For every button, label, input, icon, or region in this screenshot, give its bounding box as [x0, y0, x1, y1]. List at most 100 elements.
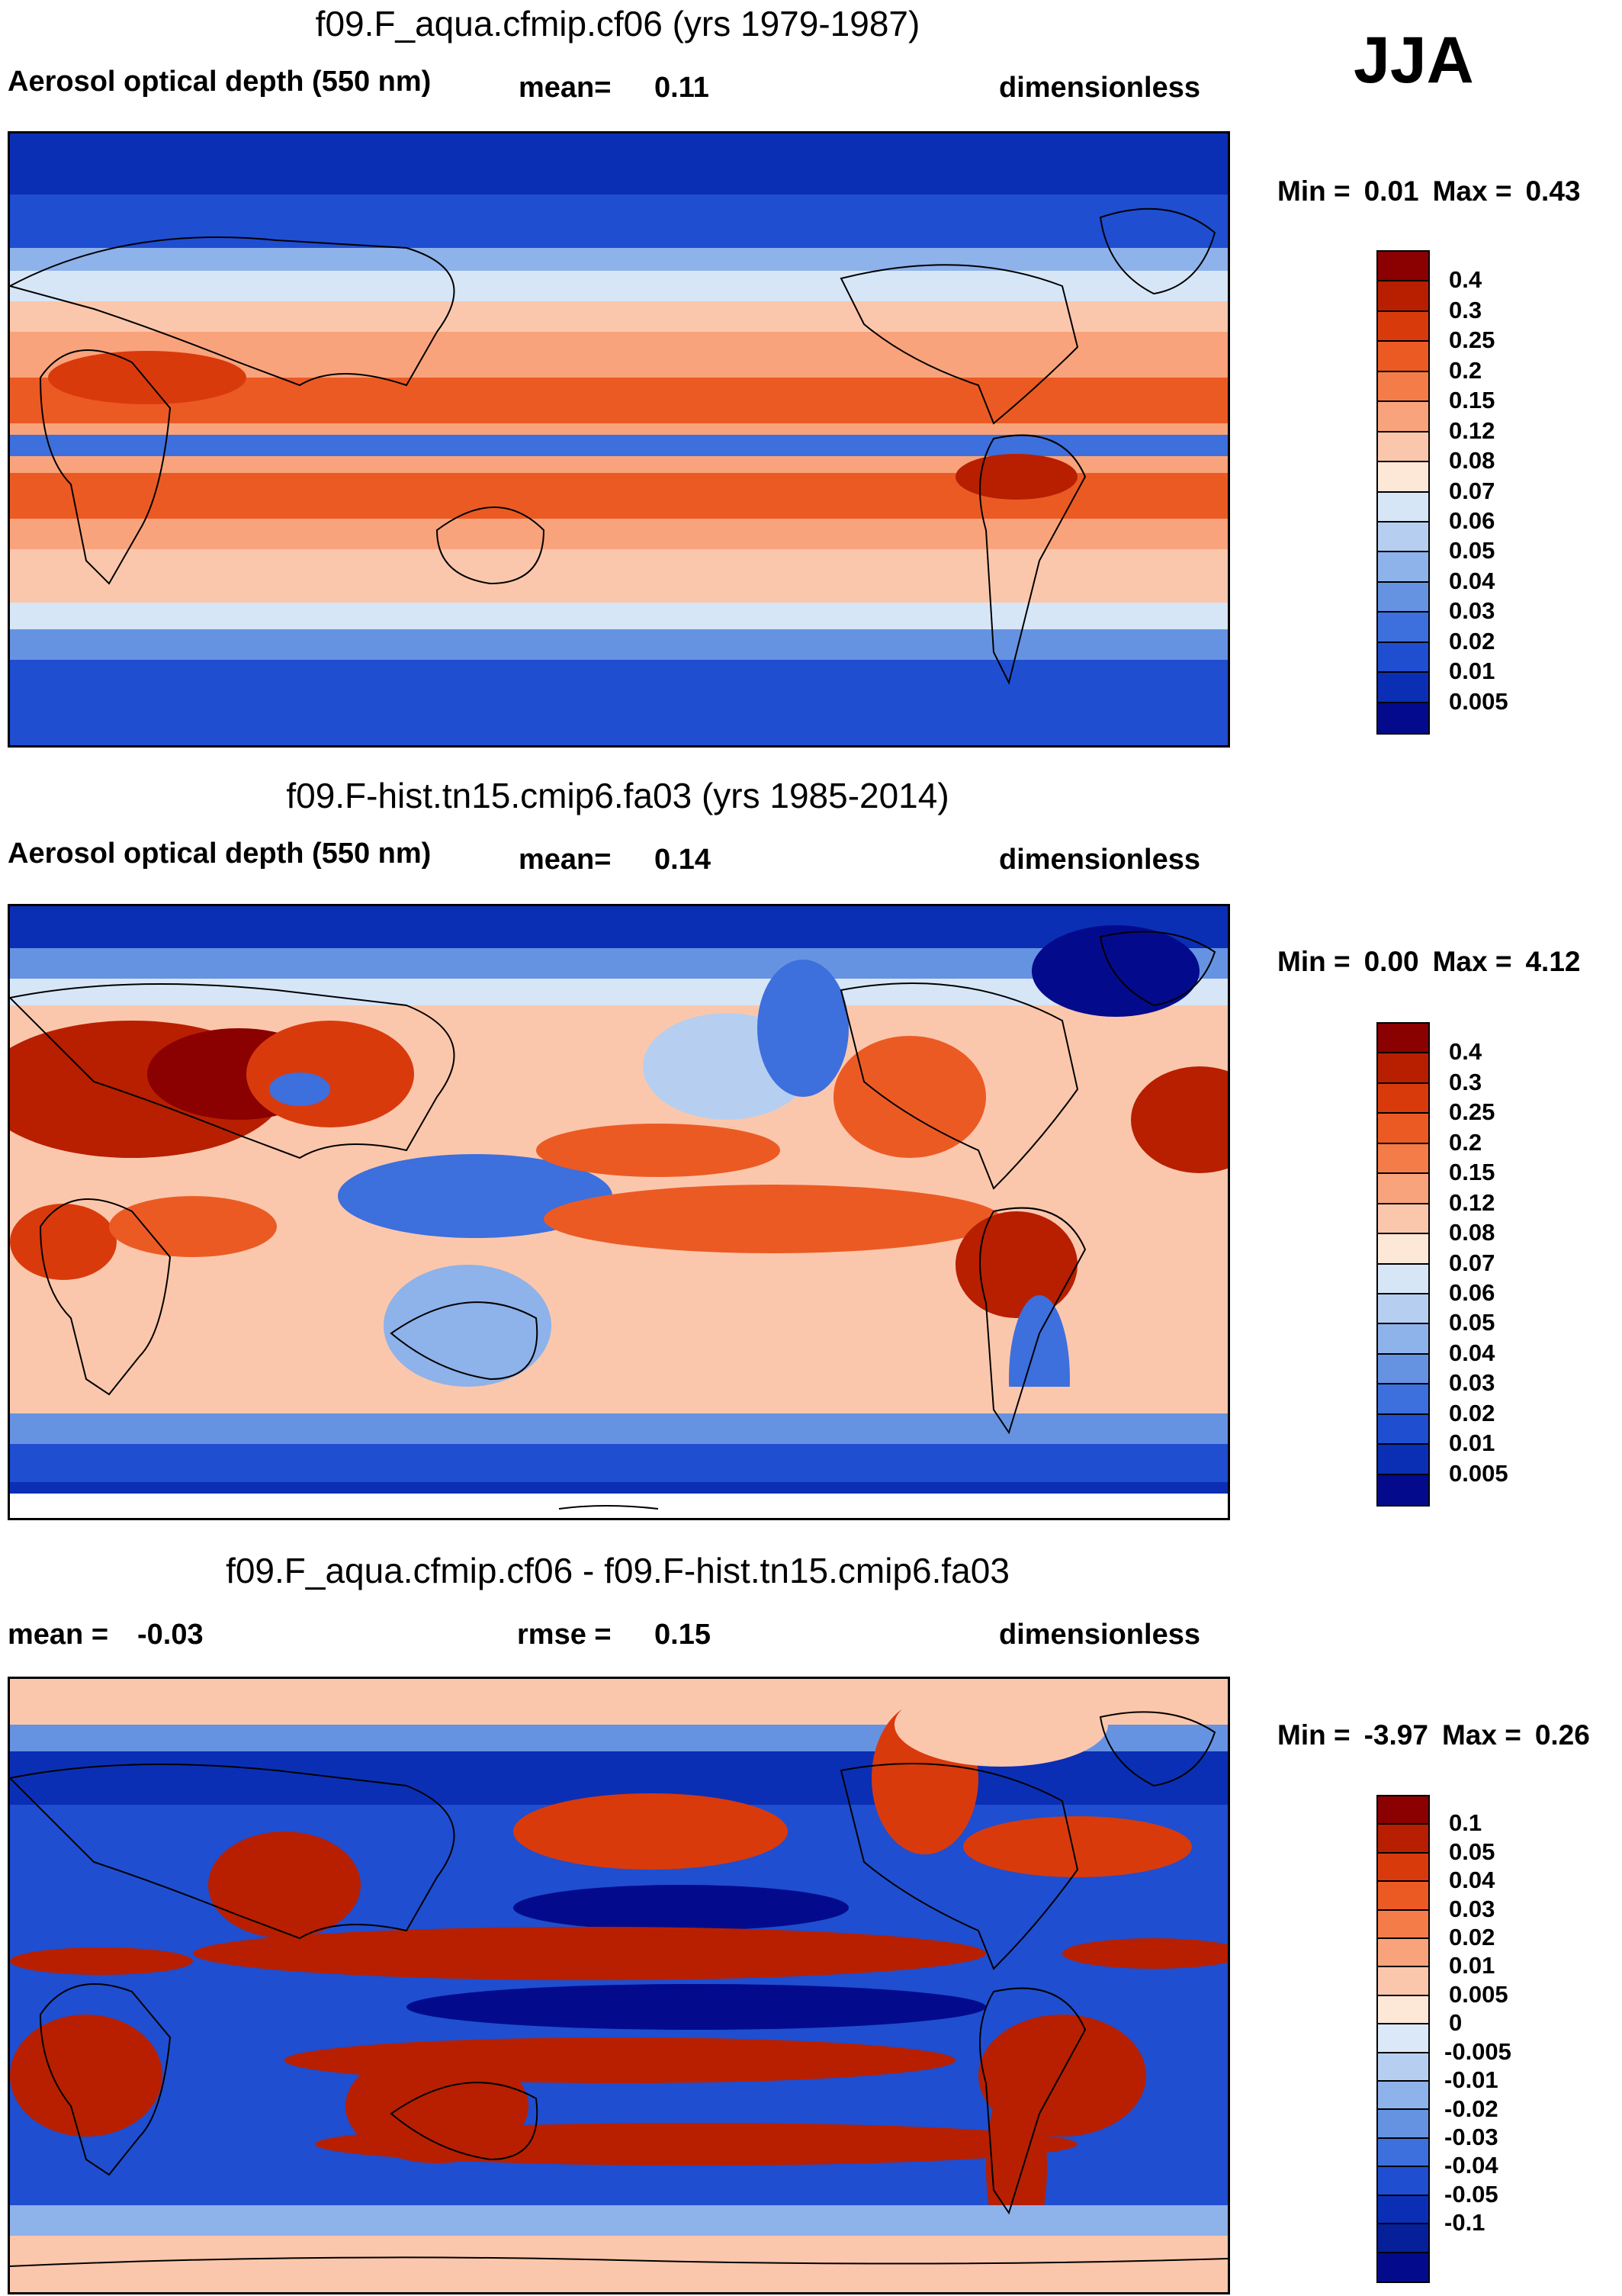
colorbar-swatch: [1378, 1053, 1428, 1084]
max-label: Max =: [1441, 1719, 1521, 1751]
colorbar-tick-label: 0.1: [1449, 1809, 1482, 1837]
panel-title: f09.F_aqua.cfmip.cf06 - f09.F-hist.tn15.…: [226, 1551, 1010, 1590]
colorbar-swatch: [1378, 2138, 1428, 2168]
colorbar-swatch: [1378, 2167, 1428, 2196]
colorbar: [1376, 250, 1430, 735]
min-label: Min =: [1277, 175, 1351, 207]
colorbar-swatch: [1378, 371, 1428, 403]
colorbar-swatch: [1378, 281, 1428, 312]
colorbar-swatch: [1378, 1083, 1428, 1114]
colorbar-tick-label: 0.07: [1449, 1249, 1495, 1276]
colorbar-tick-label: 0.04: [1449, 567, 1495, 594]
min-value: 0.00: [1363, 946, 1419, 977]
colorbar-swatch: [1378, 252, 1428, 282]
colorbar-tick-label: 0.07: [1449, 477, 1495, 504]
colorbar-swatch: [1378, 582, 1428, 613]
colorbar-swatch: [1378, 492, 1428, 523]
colorbar-swatch: [1378, 1174, 1428, 1204]
mean-label: mean=: [519, 844, 612, 876]
colorbar-tick-label: 0.25: [1449, 326, 1495, 354]
colorbar: [1376, 1795, 1430, 2283]
colorbar-tick-label: 0.3: [1449, 296, 1482, 323]
colorbar-swatch: [1378, 2253, 1428, 2282]
colorbar-tick-label: -0.03: [1444, 2123, 1498, 2150]
colorbar-swatch: [1378, 1995, 1428, 2025]
colorbar-swatch: [1378, 1939, 1428, 1968]
colorbar-swatch: [1378, 2024, 1428, 2053]
colorbar-tick-label: 0.4: [1449, 266, 1482, 294]
colorbar-tick-label: 0.08: [1449, 447, 1495, 474]
colorbar-swatch: [1378, 1967, 1428, 1996]
colorbar-tick-label: 0.03: [1449, 1895, 1495, 1922]
colorbar-tick-label: 0.01: [1449, 658, 1495, 685]
map-difference: [8, 1677, 1230, 2294]
colorbar-tick-label: 0.02: [1449, 1924, 1495, 1951]
min-value: 0.01: [1363, 175, 1419, 207]
colorbar-swatch: [1378, 311, 1428, 342]
colorbar-tick-label: 0.06: [1449, 506, 1495, 534]
colorbar-tick-label: 0.005: [1449, 687, 1508, 715]
panel-title: f09.F_aqua.cfmip.cf06 (yrs 1979-1987): [315, 4, 920, 43]
colorbar-swatch: [1378, 642, 1428, 674]
units-label: dimensionless: [999, 72, 1200, 104]
colorbar-swatch: [1378, 342, 1428, 372]
colorbar-swatch: [1378, 1796, 1428, 1825]
colorbar-tick-label: -0.01: [1444, 2066, 1498, 2094]
map-field: [10, 1679, 1228, 2292]
rmse-value: 0.15: [654, 1619, 711, 1651]
colorbar-tick-label: 0: [1449, 2009, 1463, 2037]
colorbar-swatch: [1378, 1414, 1428, 1445]
colorbar-tick-label: 0.04: [1449, 1339, 1495, 1366]
colorbar-swatch: [1378, 552, 1428, 583]
colorbar-tick-label: 0.005: [1449, 1459, 1508, 1487]
colorbar-tick-label: 0.005: [1449, 1980, 1508, 2008]
max-value: 0.43: [1525, 175, 1581, 207]
colorbar-swatch: [1378, 1324, 1428, 1355]
colorbar-tick-label: 0.08: [1449, 1219, 1495, 1246]
colorbar-swatch: [1378, 2110, 1428, 2139]
colorbar-swatch: [1378, 1354, 1428, 1385]
colorbar-swatch: [1378, 1143, 1428, 1175]
mean-value: 0.14: [654, 844, 711, 876]
map-field: [10, 906, 1228, 1518]
colorbar-tick-label: 0.3: [1449, 1068, 1482, 1095]
colorbar-tick-label: 0.4: [1449, 1038, 1482, 1066]
map-test: [8, 904, 1230, 1520]
colorbar-swatch: [1378, 703, 1428, 733]
variable-label: Aerosol optical depth (550 nm): [8, 66, 432, 98]
colorbar-swatch: [1378, 1474, 1428, 1505]
colorbar-tick-label: -0.1: [1444, 2209, 1485, 2237]
colorbar-swatch: [1378, 2053, 1428, 2082]
min-max-readout: Min = 0.01 Max = 0.43: [1277, 175, 1595, 207]
season-label: JJA: [1354, 24, 1474, 97]
colorbar-tick-label: 0.01: [1449, 1952, 1495, 1979]
colorbar-tick-label: 0.05: [1449, 1838, 1495, 1865]
colorbar-swatch: [1378, 1264, 1428, 1294]
colorbar-swatch: [1378, 402, 1428, 433]
mean-value: 0.11: [654, 72, 709, 104]
colorbar-tick-label: 0.15: [1449, 387, 1495, 414]
colorbar-swatch: [1378, 1853, 1428, 1883]
colorbar: [1376, 1022, 1430, 1507]
colorbar-tick-label: 0.03: [1449, 597, 1495, 625]
colorbar-swatch: [1378, 1910, 1428, 1940]
colorbar-tick-label: -0.005: [1444, 2037, 1511, 2065]
colorbar-tick-label: 0.06: [1449, 1278, 1495, 1306]
colorbar-tick-label: 0.05: [1449, 537, 1495, 564]
colorbar-swatch: [1378, 1384, 1428, 1415]
colorbar-tick-label: 0.15: [1449, 1159, 1495, 1186]
min-value: -3.97: [1363, 1719, 1428, 1751]
colorbar-swatch: [1378, 1204, 1428, 1235]
colorbar-swatch: [1378, 522, 1428, 553]
colorbar-tick-label: 0.12: [1449, 1188, 1495, 1216]
min-max-readout: Min = 0.00 Max = 4.12: [1277, 946, 1595, 978]
colorbar-swatch: [1378, 1825, 1428, 1854]
colorbar-tick-label: 0.04: [1449, 1867, 1495, 1894]
map-field: [10, 133, 1228, 745]
min-label: Min =: [1277, 946, 1351, 977]
colorbar-swatch: [1378, 2195, 1428, 2225]
colorbar-tick-label: 0.05: [1449, 1309, 1495, 1336]
colorbar-swatch: [1378, 1294, 1428, 1325]
colorbar-tick-label: 0.03: [1449, 1369, 1495, 1397]
mean-label: mean=: [519, 72, 612, 104]
